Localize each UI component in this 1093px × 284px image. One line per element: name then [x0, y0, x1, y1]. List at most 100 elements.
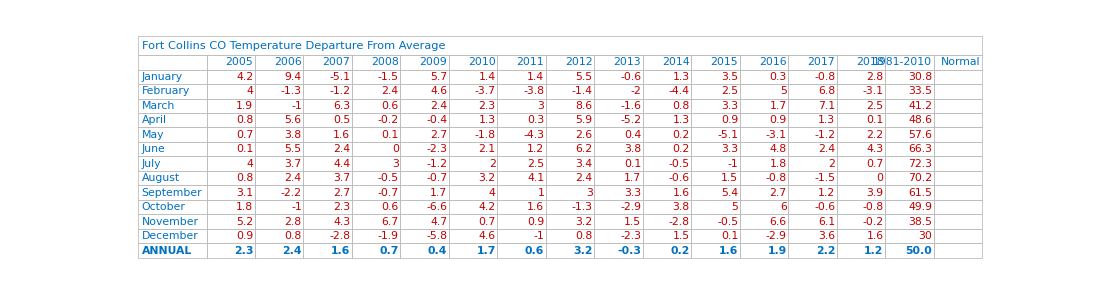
- Bar: [139, 229, 207, 243]
- Text: 2.4: 2.4: [333, 144, 350, 154]
- Text: 4: 4: [246, 86, 254, 96]
- Bar: [304, 171, 352, 185]
- Bar: [255, 185, 304, 200]
- Text: 0.5: 0.5: [333, 115, 350, 125]
- Bar: [207, 243, 255, 258]
- Bar: [400, 55, 449, 70]
- Text: 0.9: 0.9: [527, 217, 544, 227]
- Bar: [595, 70, 643, 84]
- Bar: [692, 128, 740, 142]
- Text: -2.3: -2.3: [620, 231, 642, 241]
- Text: 2.7: 2.7: [431, 130, 447, 140]
- Bar: [788, 171, 837, 185]
- Bar: [692, 142, 740, 156]
- Bar: [449, 128, 497, 142]
- Text: June: June: [142, 144, 165, 154]
- Bar: [400, 142, 449, 156]
- Text: April: April: [142, 115, 167, 125]
- Bar: [740, 171, 788, 185]
- Text: 2.8: 2.8: [867, 72, 883, 82]
- Text: 1.7: 1.7: [477, 245, 496, 256]
- Bar: [595, 243, 643, 258]
- Text: 5.7: 5.7: [431, 72, 447, 82]
- Text: 0.2: 0.2: [672, 130, 690, 140]
- Bar: [837, 55, 885, 70]
- Bar: [595, 200, 643, 214]
- Bar: [352, 171, 400, 185]
- Text: Normal: Normal: [941, 57, 980, 67]
- Text: 1.3: 1.3: [479, 115, 496, 125]
- Text: 4.2: 4.2: [479, 202, 496, 212]
- Text: 2.2: 2.2: [815, 245, 835, 256]
- Bar: [255, 99, 304, 113]
- Text: -6.6: -6.6: [426, 202, 447, 212]
- Text: 3.2: 3.2: [479, 173, 496, 183]
- Bar: [837, 113, 885, 128]
- Bar: [885, 171, 933, 185]
- Text: 48.6: 48.6: [908, 115, 932, 125]
- Text: 2014: 2014: [662, 57, 690, 67]
- Bar: [740, 55, 788, 70]
- Text: -0.6: -0.6: [620, 72, 642, 82]
- Text: October: October: [142, 202, 186, 212]
- Bar: [545, 70, 595, 84]
- Text: 4.7: 4.7: [431, 217, 447, 227]
- Bar: [304, 214, 352, 229]
- Text: August: August: [142, 173, 180, 183]
- Text: 0.8: 0.8: [575, 231, 592, 241]
- Bar: [139, 142, 207, 156]
- Text: 61.5: 61.5: [908, 188, 932, 198]
- Text: 0.8: 0.8: [236, 173, 254, 183]
- Text: 4.3: 4.3: [333, 217, 350, 227]
- Bar: [400, 128, 449, 142]
- Text: 3.7: 3.7: [284, 159, 302, 169]
- Bar: [400, 84, 449, 99]
- Bar: [400, 200, 449, 214]
- Text: July: July: [142, 159, 161, 169]
- Bar: [692, 229, 740, 243]
- Text: 6.7: 6.7: [381, 217, 399, 227]
- Bar: [692, 55, 740, 70]
- Bar: [885, 156, 933, 171]
- Bar: [885, 243, 933, 258]
- Bar: [740, 200, 788, 214]
- Bar: [304, 156, 352, 171]
- Text: 0.9: 0.9: [769, 115, 787, 125]
- Text: -0.5: -0.5: [669, 159, 690, 169]
- Bar: [595, 214, 643, 229]
- Text: 6.6: 6.6: [769, 217, 787, 227]
- Text: -1.5: -1.5: [378, 72, 399, 82]
- Bar: [449, 99, 497, 113]
- Bar: [740, 156, 788, 171]
- Text: 6.3: 6.3: [333, 101, 350, 111]
- Bar: [304, 229, 352, 243]
- Bar: [255, 128, 304, 142]
- Text: 2006: 2006: [274, 57, 302, 67]
- Text: -2.9: -2.9: [620, 202, 642, 212]
- Bar: [643, 171, 692, 185]
- Text: 2: 2: [489, 159, 496, 169]
- Bar: [788, 113, 837, 128]
- Bar: [497, 84, 545, 99]
- Text: 1.9: 1.9: [767, 245, 787, 256]
- Text: 2.4: 2.4: [818, 144, 835, 154]
- Text: 3: 3: [392, 159, 399, 169]
- Bar: [352, 70, 400, 84]
- Text: -0.5: -0.5: [717, 217, 738, 227]
- Bar: [837, 229, 885, 243]
- Text: -0.5: -0.5: [378, 173, 399, 183]
- Text: -0.2: -0.2: [862, 217, 883, 227]
- Bar: [304, 113, 352, 128]
- Text: 2017: 2017: [808, 57, 835, 67]
- Text: 38.5: 38.5: [908, 217, 932, 227]
- Text: -1: -1: [533, 231, 544, 241]
- Bar: [352, 55, 400, 70]
- Text: 0.6: 0.6: [381, 202, 399, 212]
- Bar: [740, 128, 788, 142]
- Bar: [545, 229, 595, 243]
- Bar: [352, 128, 400, 142]
- Bar: [352, 156, 400, 171]
- Bar: [740, 185, 788, 200]
- Text: -1.2: -1.2: [426, 159, 447, 169]
- Bar: [449, 84, 497, 99]
